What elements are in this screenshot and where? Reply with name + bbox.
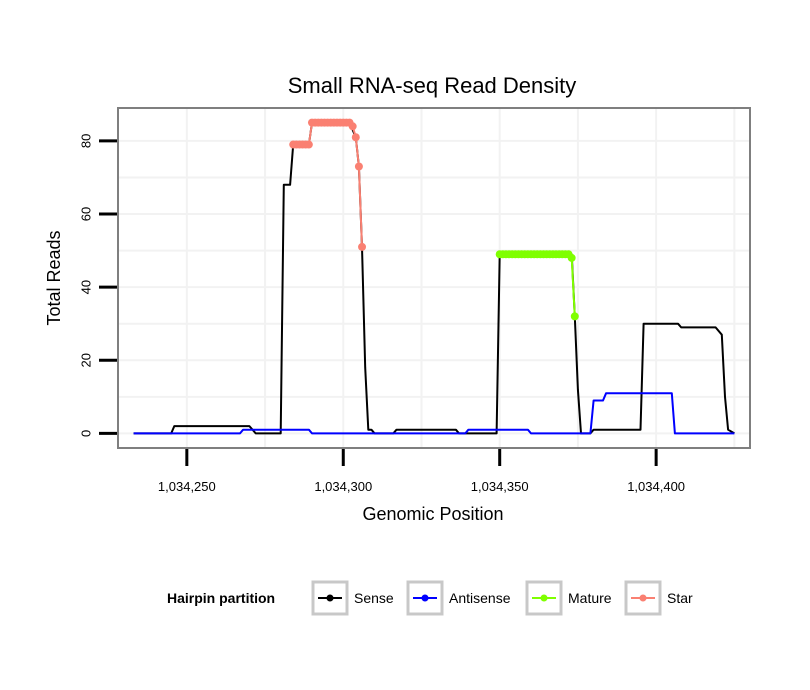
legend-key-dot	[421, 594, 429, 602]
x-tick-label: 1,034,300	[314, 479, 372, 494]
data-point-mature	[567, 253, 576, 262]
series-sense	[133, 121, 735, 435]
legend-label: Star	[667, 590, 693, 606]
y-axis-ticks: 0 20 40 60 80	[79, 134, 117, 437]
series-mature	[495, 250, 579, 321]
data-point-star	[304, 140, 313, 149]
y-tick-label: 0	[79, 430, 94, 437]
legend-item-star: Star	[624, 580, 693, 616]
x-axis-ticks: 1,034,250 1,034,300 1,034,350 1,034,400	[158, 449, 685, 494]
y-tick-label: 60	[79, 207, 94, 221]
legend-key-dot	[326, 594, 334, 602]
legend-key-dot	[639, 594, 647, 602]
data-point-star	[358, 242, 367, 251]
y-tick-label: 20	[79, 353, 94, 367]
series-star	[289, 118, 367, 251]
legend-entries: Sense Antisense Mature Star	[311, 580, 693, 616]
data-point-star	[348, 122, 357, 131]
series-line-sense	[133, 121, 735, 435]
legend: Hairpin partition Sense Antisense Mature St…	[167, 580, 693, 616]
legend-label: Mature	[568, 590, 612, 606]
x-tick-label: 1,034,350	[471, 479, 529, 494]
data-point-star	[354, 162, 363, 171]
legend-label: Sense	[354, 590, 394, 606]
legend-key-dot	[540, 594, 548, 602]
legend-title: Hairpin partition	[167, 590, 275, 606]
x-tick-label: 1,034,250	[158, 479, 216, 494]
plot-panel	[117, 107, 751, 449]
legend-label: Antisense	[449, 590, 511, 606]
chart-title: Small RNA-seq Read Density	[288, 73, 577, 98]
data-point-mature	[570, 312, 579, 321]
legend-item-mature: Mature	[525, 580, 612, 616]
series-antisense	[133, 392, 735, 435]
legend-item-sense: Sense	[311, 580, 394, 616]
legend-item-antisense: Antisense	[406, 580, 511, 616]
data-point-star	[351, 133, 360, 142]
x-axis-title: Genomic Position	[362, 504, 503, 524]
y-tick-label: 80	[79, 134, 94, 148]
y-axis-title: Total Reads	[44, 230, 64, 325]
y-tick-label: 40	[79, 280, 94, 294]
x-tick-label: 1,034,400	[627, 479, 685, 494]
series-layer	[133, 118, 735, 435]
series-line-antisense	[133, 392, 735, 435]
